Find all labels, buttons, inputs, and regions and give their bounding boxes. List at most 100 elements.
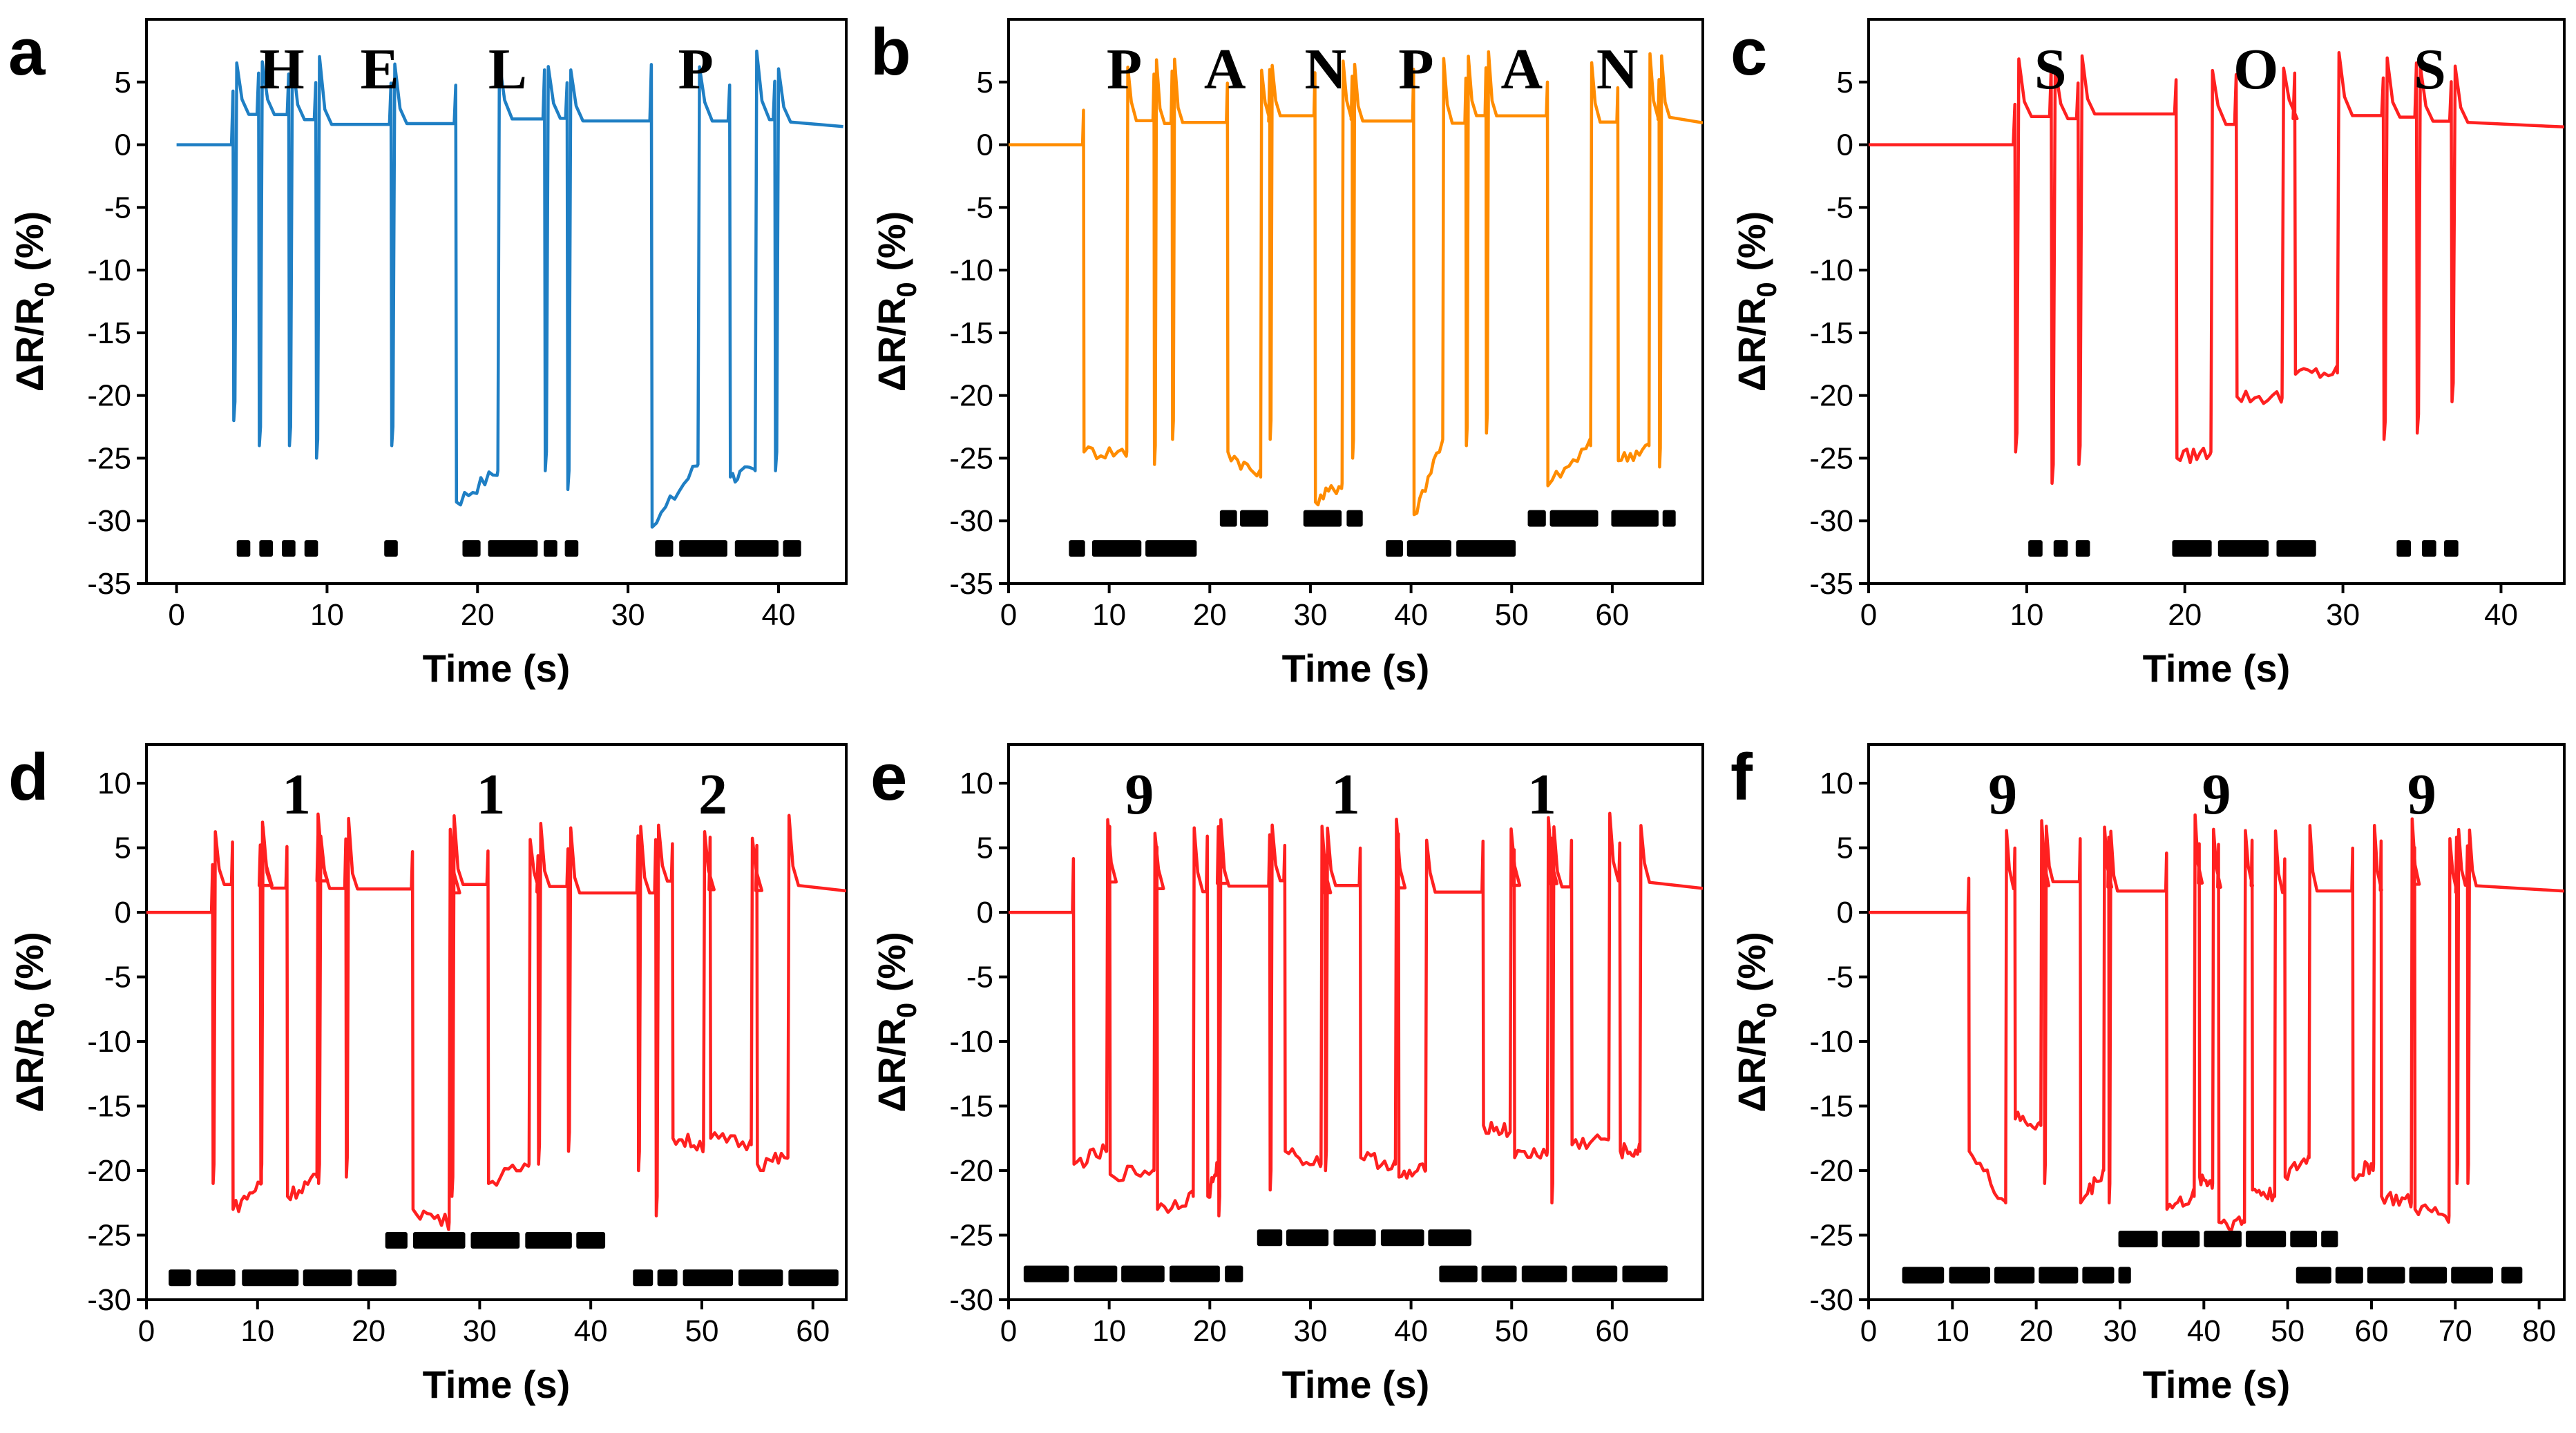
y-axis-label-sub: 0 bbox=[1752, 1003, 1782, 1018]
x-tick-label: 60 bbox=[1595, 1314, 1629, 1348]
morse-mark bbox=[196, 1269, 236, 1287]
y-tick-label: -5 bbox=[966, 961, 993, 994]
morse-mark bbox=[1346, 510, 1363, 527]
y-tick-label: -15 bbox=[949, 316, 993, 350]
annotation-label: 1 bbox=[1331, 762, 1360, 827]
plot-frame bbox=[145, 743, 848, 1301]
x-tick-label: 30 bbox=[611, 598, 645, 632]
morse-mark bbox=[2118, 1267, 2131, 1284]
x-tick-label: 20 bbox=[1193, 598, 1227, 632]
morse-mark bbox=[1286, 1229, 1329, 1247]
morse-mark bbox=[1257, 1229, 1283, 1247]
morse-mark bbox=[412, 1231, 466, 1249]
x-tick-label: 0 bbox=[1000, 1314, 1017, 1348]
morse-mark bbox=[1386, 540, 1403, 557]
annotation-label: 9 bbox=[1988, 762, 2017, 827]
y-tick-label: -30 bbox=[1809, 504, 1853, 538]
plot-frame bbox=[1867, 743, 2566, 1301]
x-tick-label: 50 bbox=[685, 1314, 718, 1348]
morse-mark bbox=[2367, 1267, 2405, 1284]
x-axis-label: Time (s) bbox=[2143, 1363, 2291, 1406]
y-axis-label-main: ΔR/R bbox=[870, 298, 913, 392]
annotation-label: 2 bbox=[698, 762, 727, 827]
morse-mark bbox=[1303, 510, 1342, 527]
morse-mark bbox=[2501, 1267, 2523, 1284]
morse-mark bbox=[2321, 1231, 2338, 1248]
morse-mark bbox=[236, 540, 251, 557]
x-tick-label: 60 bbox=[796, 1314, 830, 1348]
morse-mark bbox=[1662, 510, 1676, 527]
y-tick-label: 5 bbox=[1837, 831, 1853, 865]
y-axis-label-main: ΔR/R bbox=[8, 298, 51, 392]
morse-mark bbox=[2245, 1231, 2287, 1248]
y-axis-label-tail: (%) bbox=[1730, 211, 1773, 282]
annotation-label: 1 bbox=[282, 762, 311, 827]
panel-letter: c bbox=[1730, 15, 1767, 89]
y-tick-label: 10 bbox=[1820, 767, 1853, 800]
x-tick-label: 60 bbox=[2354, 1314, 2388, 1348]
morse-mark bbox=[2276, 540, 2316, 557]
panel-letter: e bbox=[870, 740, 907, 814]
y-tick-label: -30 bbox=[87, 504, 131, 538]
morse-mark bbox=[462, 540, 481, 557]
morse-mark bbox=[2217, 540, 2269, 557]
y-tick-label: 0 bbox=[115, 128, 131, 162]
y-tick-label: 5 bbox=[977, 66, 993, 99]
x-tick-label: 40 bbox=[574, 1314, 608, 1348]
panel-letter: d bbox=[8, 740, 49, 814]
series-line bbox=[176, 49, 843, 529]
morse-mark bbox=[1902, 1267, 1945, 1284]
x-tick-label: 0 bbox=[1860, 1314, 1877, 1348]
x-axis-label: Time (s) bbox=[1282, 646, 1430, 690]
y-tick-label: -35 bbox=[87, 567, 131, 601]
morse-mark bbox=[2204, 1231, 2242, 1248]
x-axis-label: Time (s) bbox=[423, 646, 571, 690]
morse-mark bbox=[1380, 1229, 1424, 1247]
morse-mark bbox=[1521, 1265, 1567, 1282]
y-axis-label-tail: (%) bbox=[1730, 932, 1773, 1003]
morse-mark bbox=[1225, 1265, 1243, 1282]
y-axis-label: ΔR/R0 (%) bbox=[1730, 932, 1782, 1113]
y-tick-label: -15 bbox=[87, 1090, 131, 1124]
y-tick-label: 0 bbox=[1837, 896, 1853, 930]
x-axis-label: Time (s) bbox=[2143, 646, 2291, 690]
annotation-label: P bbox=[678, 37, 713, 102]
y-axis-label-tail: (%) bbox=[8, 211, 51, 282]
annotation-label: 1 bbox=[476, 762, 505, 827]
y-axis-label-main: ΔR/R bbox=[1730, 1018, 1773, 1113]
morse-mark bbox=[1121, 1265, 1165, 1282]
y-tick-label: -20 bbox=[87, 1154, 131, 1188]
morse-mark bbox=[2444, 540, 2459, 557]
morse-mark bbox=[1994, 1267, 2035, 1284]
y-tick-label: -5 bbox=[1826, 191, 1853, 224]
x-axis-label: Time (s) bbox=[423, 1363, 571, 1406]
y-axis-label-sub: 0 bbox=[892, 1003, 922, 1018]
morse-mark bbox=[2422, 540, 2436, 557]
annotation-label: E bbox=[361, 37, 399, 102]
y-axis-label-main: ΔR/R bbox=[1730, 298, 1773, 392]
y-axis-label: ΔR/R0 (%) bbox=[870, 932, 922, 1113]
plot-frame bbox=[1007, 18, 1704, 585]
y-axis-label-main: ΔR/R bbox=[870, 1018, 913, 1113]
morse-mark bbox=[633, 1269, 653, 1287]
x-axis-label: Time (s) bbox=[1282, 1363, 1430, 1406]
y-axis-label-tail: (%) bbox=[870, 211, 913, 282]
morse-mark bbox=[2296, 1267, 2331, 1284]
annotation-label: 9 bbox=[2202, 762, 2231, 827]
y-axis-label-sub: 0 bbox=[1752, 282, 1782, 297]
morse-mark bbox=[1145, 540, 1197, 557]
y-axis-label: ΔR/R0 (%) bbox=[1730, 211, 1782, 392]
x-tick-label: 30 bbox=[1293, 1314, 1327, 1348]
morse-mark bbox=[2396, 540, 2412, 557]
morse-mark bbox=[1456, 540, 1516, 557]
x-tick-label: 40 bbox=[1394, 598, 1428, 632]
morse-mark bbox=[2162, 1231, 2200, 1248]
morse-mark bbox=[1074, 1265, 1118, 1282]
y-tick-label: -25 bbox=[949, 1219, 993, 1253]
annotation-label: O bbox=[2233, 37, 2278, 102]
panel-letter: f bbox=[1730, 740, 1753, 814]
y-tick-label: -30 bbox=[949, 1283, 993, 1317]
y-tick-label: -15 bbox=[949, 1090, 993, 1124]
plot-frame bbox=[1867, 18, 2566, 585]
